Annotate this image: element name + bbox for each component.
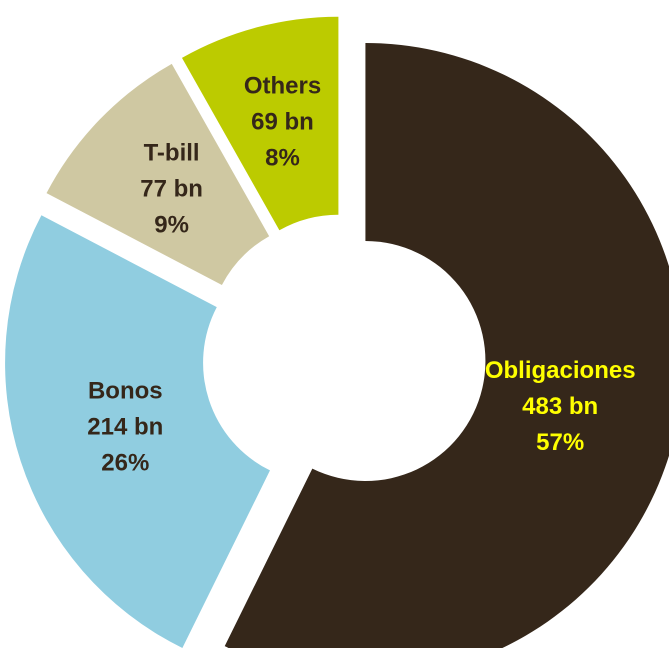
slices-group (5, 17, 669, 648)
label-name: Others (244, 73, 321, 100)
label-percent: 26% (101, 450, 149, 477)
label-value: 214 bn (87, 414, 163, 441)
label-percent: 9% (154, 212, 189, 239)
label-name: Obligaciones (485, 357, 636, 384)
label-name: Bonos (88, 378, 163, 405)
label-percent: 8% (265, 145, 300, 172)
label-value: 77 bn (140, 176, 203, 203)
label-name: T-bill (144, 140, 200, 167)
label-value: 483 bn (522, 393, 598, 420)
label-value: 69 bn (251, 109, 314, 136)
label-percent: 57% (536, 429, 584, 456)
